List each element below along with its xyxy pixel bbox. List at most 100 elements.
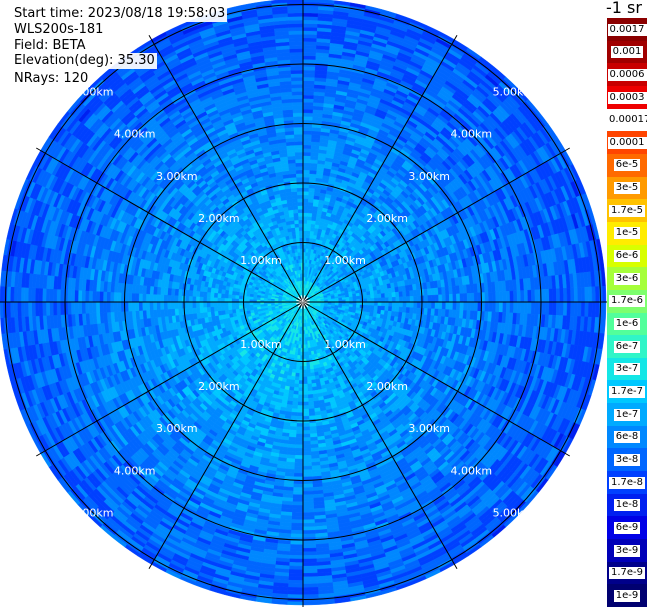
range-gate-cell: [306, 365, 311, 370]
range-gate-cell: [302, 37, 318, 42]
range-gate-cell: [570, 301, 575, 317]
range-gate-cell: [380, 305, 386, 311]
range-gate-cell: [434, 301, 439, 310]
range-gate-cell: [591, 301, 596, 318]
range-gate-cell: [302, 144, 312, 149]
range-gate-cell: [302, 105, 314, 110]
range-gate-cell: [369, 290, 375, 296]
range-gate-cell: [473, 292, 479, 303]
range-gate-cell: [466, 301, 471, 311]
range-gate-cell: [406, 301, 411, 308]
range-gate-cell: [308, 415, 316, 420]
range-gate-cell: [473, 301, 479, 312]
range-gate-cell: [402, 307, 407, 314]
range-gate-cell: [363, 298, 368, 303]
range-gate-cell: [384, 306, 389, 312]
range-gate-cell: [520, 301, 525, 314]
range-gate-cell: [452, 293, 457, 303]
range-gate-cell: [448, 301, 454, 311]
range-gate-cell: [441, 294, 447, 303]
range-gate-cell: [302, 55, 317, 60]
range-gate-cell: [420, 301, 425, 309]
range-gate-cell: [416, 301, 422, 309]
range-gate-cell: [534, 289, 539, 303]
range-gate-cell: [470, 292, 475, 303]
range-gate-cell: [308, 404, 315, 410]
range-gate-cell: [302, 212, 308, 217]
range-gate-cell: [498, 291, 504, 303]
range-gate-cell: [391, 306, 396, 312]
range-gate-cell: [420, 295, 425, 303]
range-gate-cell: [308, 194, 315, 200]
range-gate-cell: [302, 59, 316, 64]
range-gate-cell: [584, 286, 589, 303]
range-gate-cell: [498, 301, 504, 313]
range-gate-cell: [302, 148, 312, 153]
range-gate-cell: [302, 166, 311, 171]
range-gate-cell: [306, 379, 312, 385]
range-gate-cell: [348, 296, 354, 300]
range-gate-cell: [302, 0, 320, 3]
range-gate-cell: [302, 9, 319, 14]
range-gate-cell: [402, 290, 407, 297]
range-gate-cell: [302, 34, 318, 39]
range-gate-cell: [391, 296, 397, 303]
range-gate-cell: [380, 293, 386, 299]
range-gate-cell: [302, 233, 307, 239]
range-gate-cell: [395, 306, 400, 313]
range-gate-cell: [463, 301, 468, 311]
range-gate-cell: [302, 41, 317, 46]
range-gate-cell: [302, 134, 312, 139]
range-gate-cell: [399, 301, 404, 308]
range-gate-cell: [307, 212, 313, 218]
range-gate-cell: [459, 293, 464, 303]
range-gate-cell: [302, 26, 318, 32]
range-gate-cell: [307, 201, 314, 207]
range-gate-cell: [302, 76, 315, 82]
range-gate-cell: [434, 294, 439, 303]
range-gate-cell: [374, 297, 379, 303]
range-gate-cell: [302, 94, 315, 99]
range-gate-cell: [523, 301, 529, 314]
range-gate-cell: [305, 355, 310, 360]
range-gate-cell: [431, 301, 436, 310]
range-gate-cell: [409, 301, 414, 309]
range-gate-cell: [509, 290, 514, 303]
range-gate-cell: [384, 297, 389, 303]
range-gate-cell: [409, 307, 414, 314]
range-gate-cell: [506, 301, 511, 314]
range-gate-cell: [302, 205, 309, 210]
range-gate-cell: [416, 307, 421, 315]
range-gate-cell: [563, 301, 568, 317]
range-gate-cell: [302, 101, 314, 107]
range-gate-cell: [306, 219, 312, 225]
range-gate-cell: [413, 301, 418, 309]
range-gate-cell: [424, 301, 429, 309]
backscatter-field: [0, 0, 607, 606]
range-gate-cell: [591, 286, 596, 303]
range-gate-cell: [302, 73, 316, 78]
range-gate-cell: [545, 301, 550, 316]
range-gate-cell: [302, 230, 307, 235]
range-gate-cell: [506, 290, 511, 303]
range-gate-cell: [302, 187, 310, 192]
range-gate-cell: [370, 294, 375, 299]
range-gate-cell: [580, 301, 586, 317]
range-gate-cell: [374, 301, 379, 307]
range-gate-cell: [302, 112, 314, 117]
range-gate-cell: [405, 290, 411, 297]
range-gate-cell: [527, 289, 532, 303]
range-gate-cell: [387, 306, 393, 312]
range-gate-cell: [306, 234, 311, 239]
range-gate-cell: [395, 301, 400, 308]
range-gate-cell: [302, 226, 308, 231]
range-gate-cell: [302, 48, 317, 53]
range-gate-cell: [491, 291, 496, 303]
range-gate-cell: [302, 194, 309, 199]
range-gate-cell: [381, 297, 386, 303]
range-gate-cell: [548, 288, 554, 303]
range-gate-cell: [463, 293, 468, 303]
range-gate-cell: [416, 289, 421, 297]
range-gate-cell: [306, 372, 312, 378]
range-gate-cell: [566, 287, 571, 303]
